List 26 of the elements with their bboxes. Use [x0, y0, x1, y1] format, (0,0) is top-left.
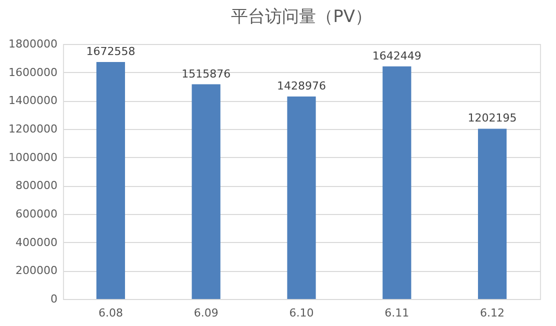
bar: [96, 62, 126, 299]
x-tick-label: 6.09: [194, 306, 218, 320]
y-tick-label: 1600000: [8, 66, 58, 79]
y-tick-label: 1200000: [8, 122, 58, 136]
y-tick-label: 1800000: [8, 38, 58, 50]
y-tick-label: 400000: [16, 236, 58, 249]
data-label: 1672558: [86, 45, 136, 58]
chart-title: 平台访问量（PV）: [231, 7, 372, 27]
bar: [287, 96, 316, 299]
data-label: 1202195: [468, 112, 517, 125]
y-tick-label: 800000: [16, 179, 58, 192]
bar: [382, 66, 412, 299]
data-label: 1642449: [372, 49, 422, 62]
bar: [192, 84, 220, 299]
y-tick-label: 600000: [16, 208, 58, 220]
y-tick-label: 1400000: [8, 94, 58, 108]
data-label: 1515876: [182, 67, 231, 80]
x-tick-label: 6.08: [98, 306, 123, 320]
x-tick-label: 6.10: [289, 306, 314, 320]
y-tick-label: 1000000: [8, 150, 58, 164]
y-tick-label: 200000: [16, 264, 58, 278]
bar: [478, 128, 507, 299]
data-label: 1428976: [277, 80, 326, 93]
x-tick-label: 6.12: [480, 306, 505, 320]
y-tick-label: 0: [50, 292, 58, 306]
x-tick-label: 6.11: [384, 306, 410, 320]
